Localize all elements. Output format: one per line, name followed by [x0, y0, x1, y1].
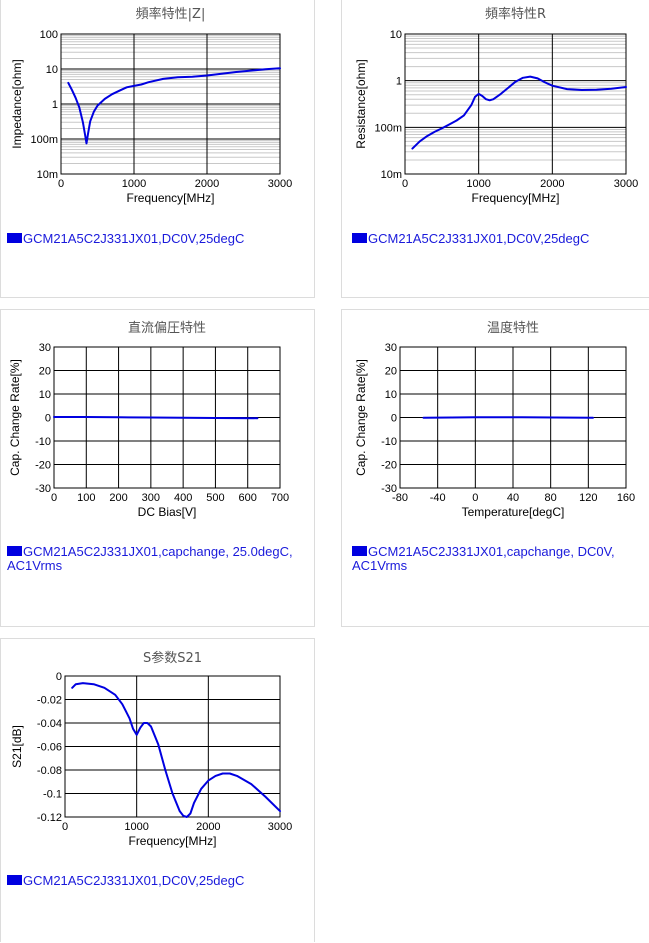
- legend-label: GCM21A5C2J331JX01,DC0V,25degC: [23, 231, 244, 246]
- x-axis-label: Temperature[degC]: [462, 505, 565, 519]
- s21-panel: S参数S21 -0.12 -0.1 -0.08 -0.06 -0.04 -0.02 0 0 100…: [0, 638, 315, 942]
- x-tick-label: 0: [472, 492, 478, 504]
- y-tick-label: -0.06: [37, 742, 62, 754]
- s21-chart: S参数S21 -0.12 -0.1 -0.08 -0.06 -0.04 -0.02 0 0 100…: [1, 639, 316, 943]
- y-tick-label: -10: [35, 436, 51, 448]
- x-tick-label: 1000: [466, 178, 490, 190]
- x-axis-label: Frequency[MHz]: [126, 191, 214, 205]
- legend-item[interactable]: GCM21A5C2J331JX01,capchange, DC0V, AC1Vr…: [352, 545, 644, 573]
- y-tick-label: -0.1: [43, 789, 62, 801]
- x-tick-label: 2000: [195, 178, 219, 190]
- x-tick-label: 0: [58, 178, 64, 190]
- y-axis-label: Impedance[ohm]: [10, 59, 24, 148]
- y-tick-label: 100m: [30, 134, 58, 146]
- y-tick-label: 30: [39, 342, 51, 354]
- y-tick-label: -10: [381, 436, 397, 448]
- x-tick-label: 0: [62, 821, 68, 833]
- x-tick-label: 400: [174, 492, 192, 504]
- x-axis-label: Frequency[MHz]: [471, 191, 559, 205]
- y-axis-label: Resistance[ohm]: [354, 59, 368, 148]
- y-axis-label: Cap. Change Rate[%]: [354, 359, 368, 476]
- legend-label: GCM21A5C2J331JX01,DC0V,25degC: [23, 873, 244, 888]
- resistance-panel: 頻率特性R 10m 100m 1 10 0 1000 2000 3000 Frequency[MH…: [341, 0, 649, 298]
- y-tick-label: 30: [385, 342, 397, 354]
- x-tick-label: 3000: [614, 178, 638, 190]
- chart-title: S参数S21: [143, 650, 202, 666]
- x-tick-label: 0: [51, 492, 57, 504]
- x-tick-label: 160: [617, 492, 635, 504]
- x-tick-label: 1000: [122, 178, 146, 190]
- legend-item[interactable]: GCM21A5C2J331JX01,DC0V,25degC: [7, 232, 244, 246]
- y-tick-label: 20: [39, 366, 51, 378]
- series-line: [54, 417, 257, 418]
- y-tick-label: -30: [35, 483, 51, 495]
- x-tick-label: 3000: [268, 178, 292, 190]
- x-tick-label: 200: [109, 492, 127, 504]
- y-tick-label: 1: [396, 76, 402, 88]
- legend-swatch: [7, 875, 22, 885]
- y-tick-label: 10m: [37, 169, 58, 181]
- plot-frame: [405, 34, 626, 174]
- x-tick-label: 1000: [124, 821, 148, 833]
- legend-swatch: [7, 233, 22, 243]
- y-tick-label: -20: [35, 460, 51, 472]
- y-tick-label: 10: [39, 389, 51, 401]
- x-tick-label: 120: [579, 492, 597, 504]
- x-tick-label: 300: [142, 492, 160, 504]
- x-tick-label: 80: [545, 492, 557, 504]
- legend-item[interactable]: GCM21A5C2J331JX01,DC0V,25degC: [7, 874, 244, 888]
- chart-title: 頻率特性R: [485, 6, 546, 22]
- legend-item[interactable]: GCM21A5C2J331JX01,capchange, 25.0degC, A…: [7, 545, 297, 573]
- y-tick-label: -0.02: [37, 695, 62, 707]
- x-tick-label: -80: [392, 492, 408, 504]
- series-line: [72, 683, 280, 817]
- legend-swatch: [352, 233, 367, 243]
- y-tick-label: 100m: [374, 122, 402, 134]
- legend-label: GCM21A5C2J331JX01,capchange, DC0V, AC1Vr…: [352, 544, 615, 573]
- y-tick-label: -0.04: [37, 718, 62, 730]
- x-tick-label: -40: [430, 492, 446, 504]
- chart-title: 頻率特性|Z|: [136, 6, 206, 22]
- y-tick-label: 0: [56, 671, 62, 683]
- legend-label: GCM21A5C2J331JX01,capchange, 25.0degC, A…: [7, 544, 293, 573]
- y-tick-label: 10: [46, 64, 58, 76]
- x-tick-label: 600: [239, 492, 257, 504]
- y-tick-label: -0.08: [37, 765, 62, 777]
- x-tick-label: 700: [271, 492, 289, 504]
- resistance-chart: 頻率特性R 10m 100m 1 10 0 1000 2000 3000 Frequency[MH…: [342, 0, 649, 298]
- x-tick-label: 0: [402, 178, 408, 190]
- legend-swatch: [352, 546, 367, 556]
- y-tick-label: 20: [385, 366, 397, 378]
- y-tick-label: 0: [45, 413, 51, 425]
- y-tick-label: 0: [391, 413, 397, 425]
- x-tick-label: 2000: [540, 178, 564, 190]
- y-axis-label: S21[dB]: [10, 725, 24, 768]
- y-tick-label: 10m: [381, 169, 402, 181]
- y-tick-label: 10: [390, 29, 402, 41]
- x-axis-label: DC Bias[V]: [138, 505, 197, 519]
- chart-title: 直流偏圧特性: [128, 321, 206, 336]
- legend-item[interactable]: GCM21A5C2J331JX01,DC0V,25degC: [352, 232, 589, 246]
- y-tick-label: 1: [52, 99, 58, 111]
- y-tick-label: -0.12: [37, 812, 62, 824]
- x-tick-label: 2000: [196, 821, 220, 833]
- x-tick-label: 40: [507, 492, 519, 504]
- y-tick-label: -20: [381, 460, 397, 472]
- legend-label: GCM21A5C2J331JX01,DC0V,25degC: [368, 231, 589, 246]
- y-axis-label: Cap. Change Rate[%]: [8, 359, 22, 476]
- x-tick-label: 100: [77, 492, 95, 504]
- chart-title: 温度特性: [487, 320, 539, 336]
- x-tick-label: 500: [206, 492, 224, 504]
- x-axis-label: Frequency[MHz]: [128, 834, 216, 848]
- legend-swatch: [7, 546, 22, 556]
- y-tick-label: 10: [385, 389, 397, 401]
- y-tick-label: 100: [40, 29, 58, 41]
- x-tick-label: 3000: [268, 821, 292, 833]
